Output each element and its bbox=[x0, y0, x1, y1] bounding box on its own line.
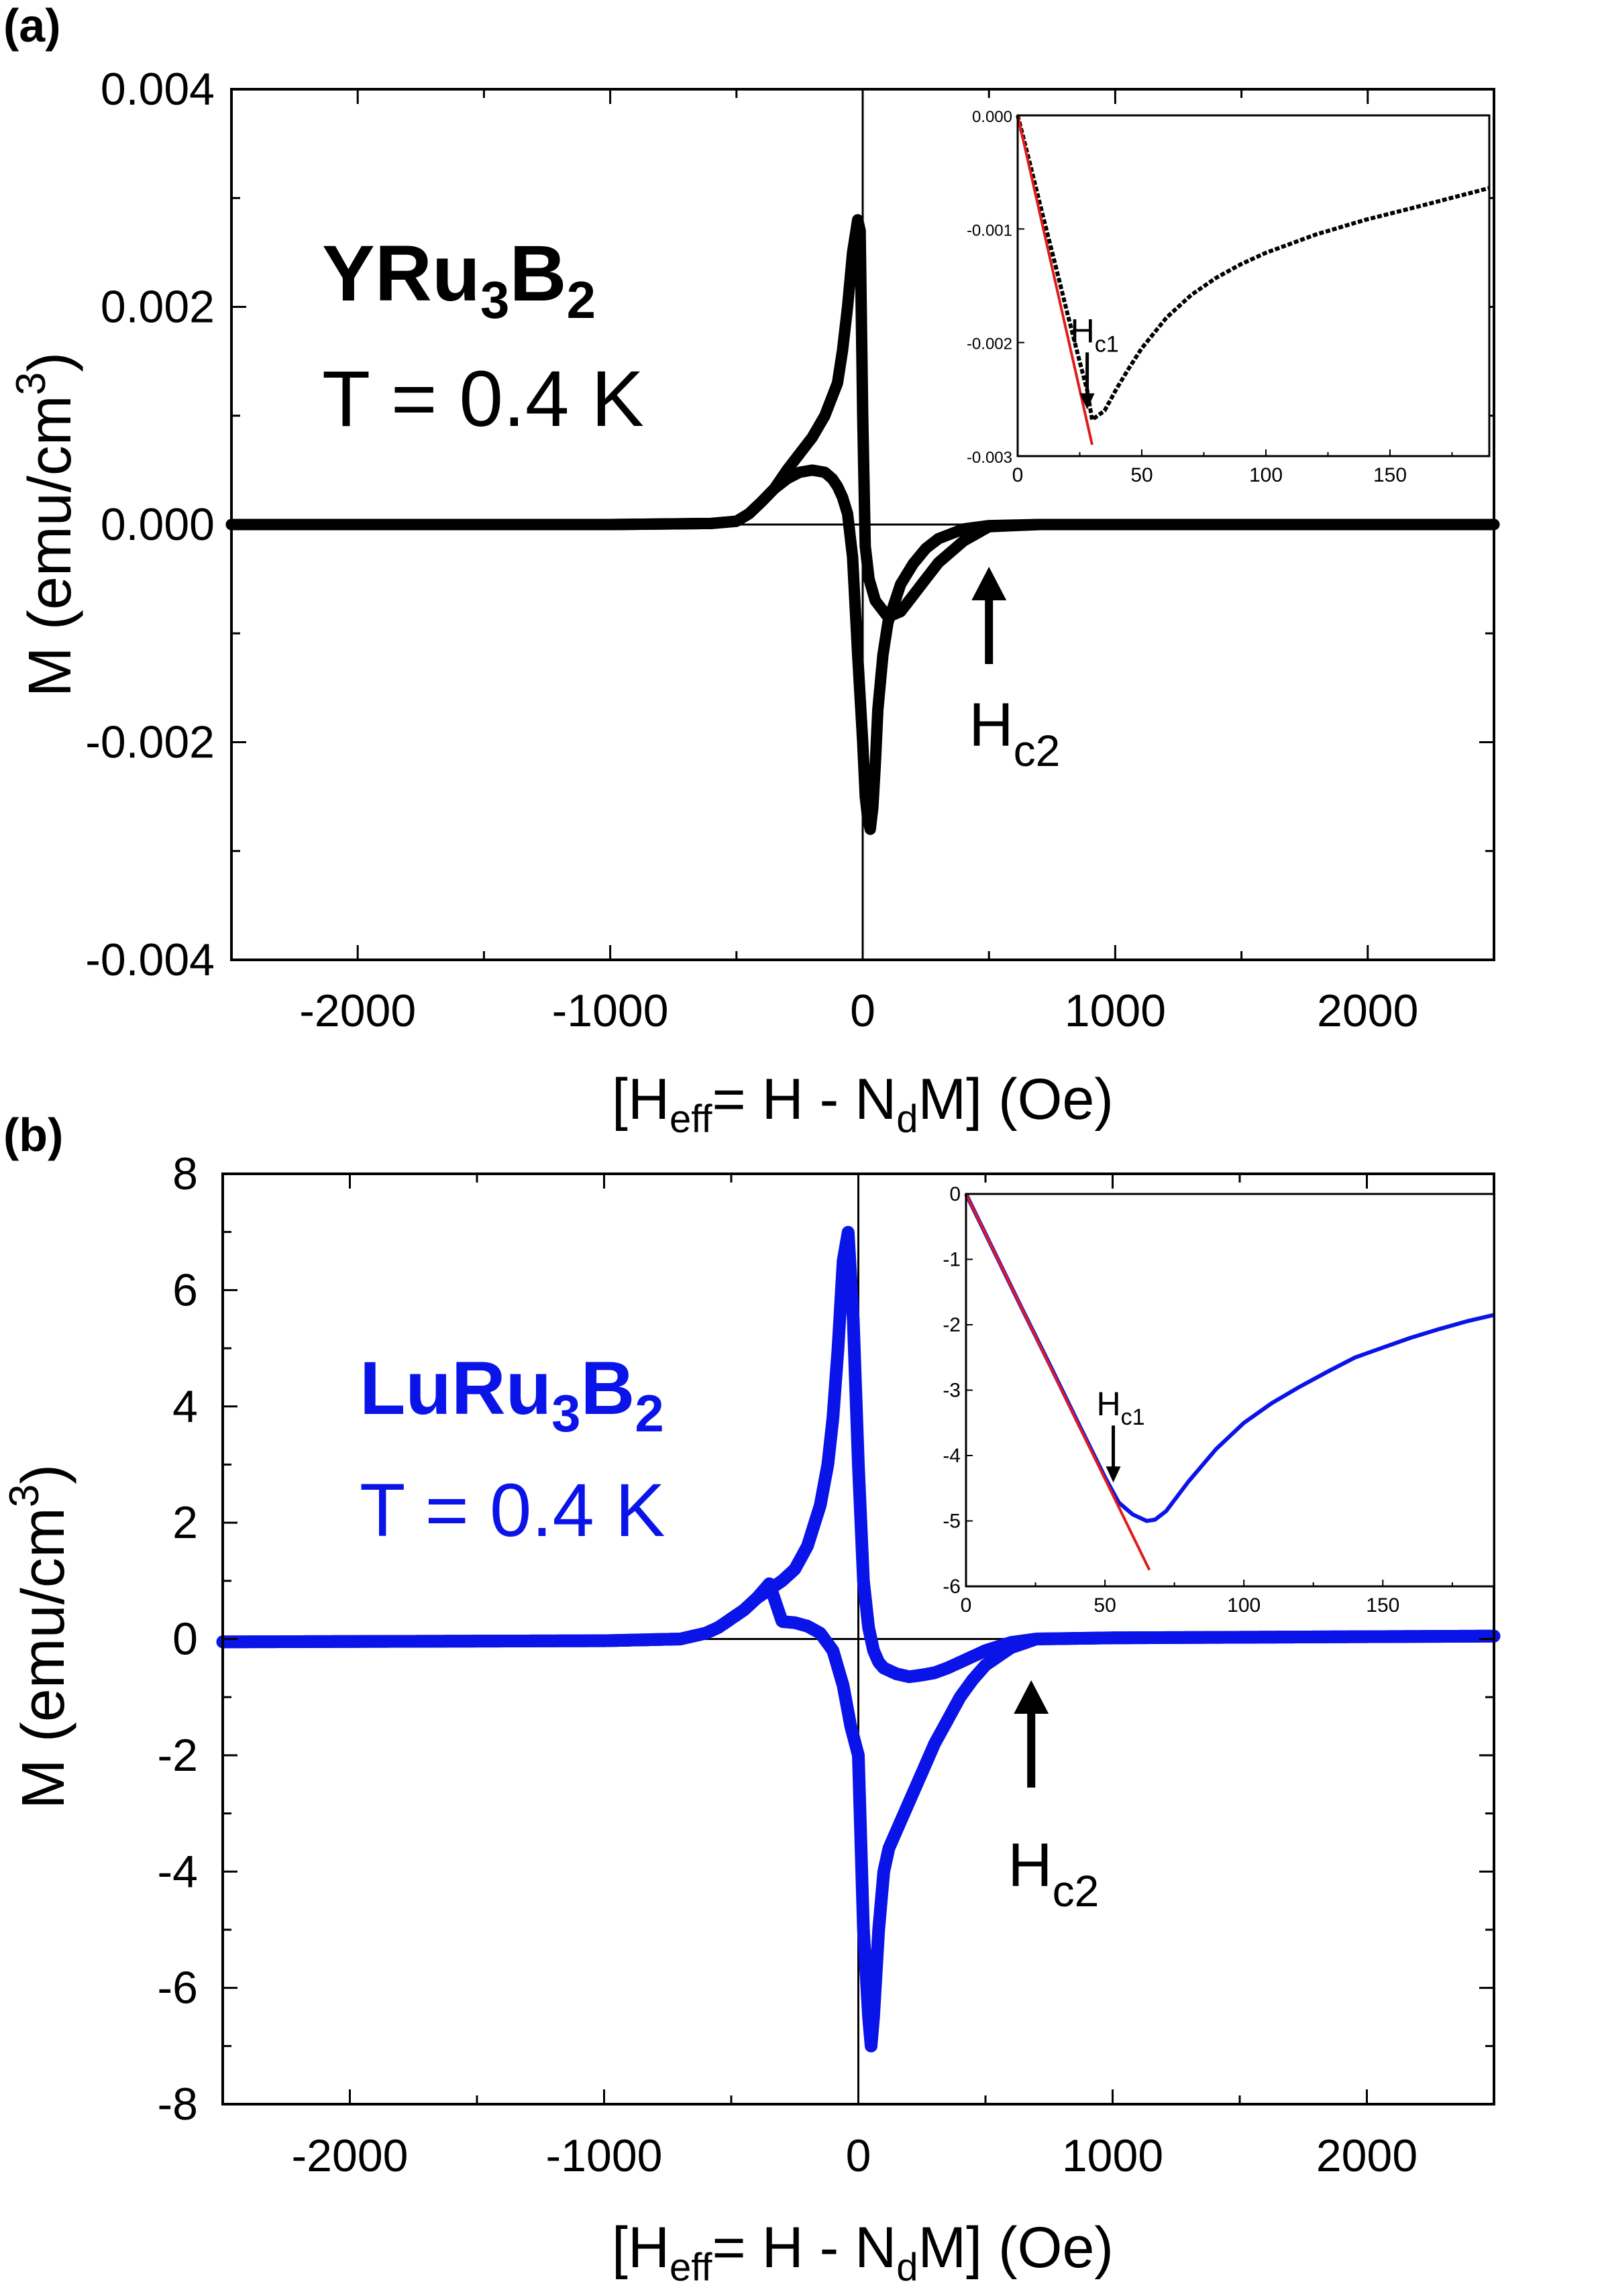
hc2-arrow-head bbox=[971, 567, 1007, 600]
panel-a-chart: (a)-2000 -1000 0 1000 2000-0.004-0.0020.0000… bbox=[3, 0, 1500, 1141]
temperature-label: T = 0.4 K bbox=[322, 355, 644, 443]
inset-chart: 0 50 100 150 0.000 -0.001 -0.002 -0.003 Hc1 bbox=[967, 108, 1491, 486]
inset-y-tick-label: 0 bbox=[949, 1183, 961, 1205]
x-tick-label: -1000 bbox=[552, 985, 669, 1036]
compound-label: YRu3B2 bbox=[322, 229, 596, 329]
inset-y-tick-label: -0.003 bbox=[967, 449, 1012, 467]
panel-label: (b) bbox=[3, 1109, 63, 1161]
y-tick-label: 0.002 bbox=[101, 282, 215, 333]
x-tick-label: 1000 bbox=[1062, 2130, 1163, 2181]
hc1-annotation: Hc1 bbox=[1071, 312, 1119, 357]
x-tick-label: -2000 bbox=[292, 2130, 409, 2181]
inset-fit-line bbox=[1016, 115, 1093, 445]
inset-x-tick-label: 100 bbox=[1249, 464, 1283, 486]
compound-label: LuRu3B2 bbox=[360, 1346, 664, 1443]
x-tick-label: -1000 bbox=[546, 2130, 663, 2181]
inset-y-tick-label: -6 bbox=[943, 1576, 961, 1598]
hc2-annotation: Hc2 bbox=[1008, 1831, 1099, 1916]
inset-x-tick-label: 0 bbox=[1012, 464, 1024, 486]
panel-label: (a) bbox=[3, 0, 61, 52]
y-tick-label: -0.002 bbox=[85, 717, 215, 768]
inset-x-tick-label: 100 bbox=[1227, 1594, 1261, 1617]
inset-x-tick-label: 50 bbox=[1130, 464, 1153, 486]
inset-chart: 0 50 100 150 0 -1 -2 -3 -4 -5 -6 Hc1 bbox=[943, 1183, 1495, 1617]
y-tick-label: 0.004 bbox=[101, 64, 215, 115]
y-tick-label: -4 bbox=[158, 1846, 198, 1897]
temperature-label: T = 0.4 K bbox=[360, 1468, 665, 1552]
inset-background bbox=[966, 1194, 1494, 1586]
inset-x-tick-label: 50 bbox=[1093, 1594, 1116, 1617]
y-axis-title: M (emu/cm3) bbox=[1, 1464, 77, 1809]
y-tick-label: -6 bbox=[158, 1963, 198, 2014]
y-tick-label: 2 bbox=[172, 1497, 198, 1548]
hc1-arrow-head bbox=[1079, 393, 1095, 410]
x-tick-label: 2000 bbox=[1316, 2130, 1418, 2181]
inset-frame bbox=[1016, 114, 1491, 457]
x-tick-label: 2000 bbox=[1317, 985, 1418, 1036]
x-axis-title: [Heff= H - NdM] (Oe) bbox=[612, 1067, 1114, 1141]
inset-x-tick-label: 150 bbox=[1366, 1594, 1399, 1617]
x-axis-title: [Heff= H - NdM] (Oe) bbox=[612, 2216, 1114, 2289]
y-tick-label: 0.000 bbox=[101, 499, 215, 550]
y-tick-label: 4 bbox=[172, 1381, 198, 1432]
y-tick-label: -0.004 bbox=[85, 934, 215, 985]
x-tick-label: 1000 bbox=[1065, 985, 1166, 1036]
y-tick-label: -8 bbox=[158, 2079, 198, 2130]
inset-y-tick-label: -4 bbox=[943, 1445, 961, 1467]
hc2-annotation: Hc2 bbox=[969, 691, 1060, 775]
inset-y-tick-label: -3 bbox=[943, 1380, 961, 1402]
inset-fit-line bbox=[965, 1193, 1151, 1571]
y-axis-title: M (emu/cm3) bbox=[8, 352, 84, 697]
inset-y-tick-label: -5 bbox=[943, 1511, 961, 1533]
inset-x-tick-label: 0 bbox=[961, 1594, 972, 1617]
x-tick-label: -2000 bbox=[299, 985, 416, 1036]
inset-y-tick-label: -1 bbox=[943, 1249, 961, 1271]
inset-y-tick-label: -0.001 bbox=[967, 221, 1012, 239]
y-tick-label: 6 bbox=[172, 1264, 198, 1315]
inset-y-tick-label: 0.000 bbox=[972, 108, 1012, 126]
hc1-arrow-head bbox=[1106, 1466, 1121, 1483]
hc1-annotation: Hc1 bbox=[1097, 1385, 1145, 1430]
y-tick-label: 8 bbox=[172, 1148, 198, 1199]
series-lower-branch bbox=[216, 1577, 1501, 2053]
hc2-arrow-head bbox=[1014, 1680, 1049, 1714]
x-tick-label: 0 bbox=[850, 985, 875, 1036]
inset-x-tick-label: 150 bbox=[1373, 464, 1407, 486]
inset-y-tick-label: -0.002 bbox=[967, 335, 1012, 353]
inset-background bbox=[1018, 115, 1489, 456]
x-tick-label: 0 bbox=[846, 2130, 871, 2181]
inset-y-tick-label: -2 bbox=[943, 1314, 961, 1336]
y-tick-label: 0 bbox=[172, 1614, 198, 1665]
inset-data-curve bbox=[1016, 115, 1490, 422]
y-tick-label: -2 bbox=[158, 1730, 198, 1781]
series-lower-branch bbox=[225, 464, 1500, 835]
